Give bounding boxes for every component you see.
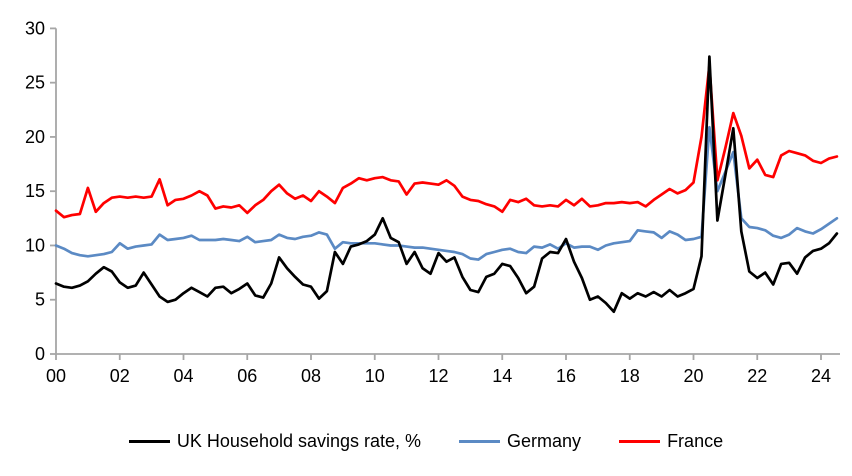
y-axis-tick-label: 15 bbox=[25, 181, 45, 201]
series-line-uk bbox=[54, 55, 839, 314]
x-axis-tick-label: 22 bbox=[747, 366, 767, 386]
x-axis-tick-label: 06 bbox=[237, 366, 257, 386]
y-axis-tick-label: 0 bbox=[35, 344, 45, 364]
germany-line-swatch-icon bbox=[459, 440, 501, 443]
x-axis-tick-label: 16 bbox=[556, 366, 576, 386]
legend-label-uk: UK Household savings rate, % bbox=[176, 431, 422, 451]
legend-label-germany: Germany bbox=[507, 431, 582, 451]
x-axis-tick-label: 24 bbox=[811, 366, 831, 386]
legend-item-france: France bbox=[619, 431, 723, 452]
series-line-france bbox=[54, 63, 839, 219]
legend: UK Household savings rate, % Germany Fra… bbox=[0, 431, 852, 452]
x-axis-tick-label: 12 bbox=[428, 366, 448, 386]
x-axis-tick-label: 20 bbox=[683, 366, 703, 386]
plot-area bbox=[54, 55, 839, 314]
y-axis-tick-label: 10 bbox=[25, 235, 45, 255]
uk-line-swatch-icon bbox=[128, 440, 170, 443]
y-axis-tick-label: 5 bbox=[35, 290, 45, 310]
france-line-swatch-icon bbox=[619, 440, 661, 443]
x-axis-tick-label: 04 bbox=[173, 366, 193, 386]
legend-item-uk: UK Household savings rate, % bbox=[128, 431, 422, 452]
series-line-germany bbox=[54, 125, 839, 261]
x-axis-tick-label: 00 bbox=[46, 366, 66, 386]
x-axis-tick-label: 18 bbox=[620, 366, 640, 386]
x-axis-tick-label: 14 bbox=[492, 366, 512, 386]
x-axis-tick-label: 08 bbox=[301, 366, 321, 386]
y-axis-tick-label: 30 bbox=[25, 18, 45, 38]
legend-item-germany: Germany bbox=[459, 431, 581, 452]
y-axis-tick-label: 25 bbox=[25, 73, 45, 93]
axes: 0 5 10 15 20 25 30 00 02 04 06 08 10 12 14 16 18 20 22 24 bbox=[25, 18, 840, 386]
x-axis-tick-label: 10 bbox=[365, 366, 385, 386]
x-axis-tick-label: 02 bbox=[110, 366, 130, 386]
legend-label-france: France bbox=[667, 431, 724, 451]
y-axis-tick-label: 20 bbox=[25, 127, 45, 147]
